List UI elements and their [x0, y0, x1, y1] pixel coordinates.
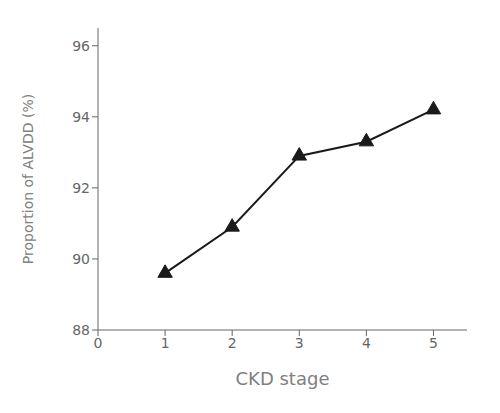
svg-text:94: 94	[72, 109, 90, 125]
svg-text:3: 3	[295, 335, 304, 351]
svg-text:92: 92	[72, 180, 90, 196]
svg-text:CKD stage: CKD stage	[236, 368, 330, 389]
svg-text:2: 2	[228, 335, 237, 351]
svg-text:4: 4	[362, 335, 371, 351]
svg-text:5: 5	[429, 335, 438, 351]
svg-text:90: 90	[72, 251, 90, 267]
svg-text:88: 88	[72, 322, 90, 338]
svg-text:Proportion of ALVDD (%): Proportion of ALVDD (%)	[20, 94, 36, 264]
svg-text:96: 96	[72, 38, 90, 54]
svg-text:1: 1	[161, 335, 170, 351]
svg-text:0: 0	[94, 335, 103, 351]
